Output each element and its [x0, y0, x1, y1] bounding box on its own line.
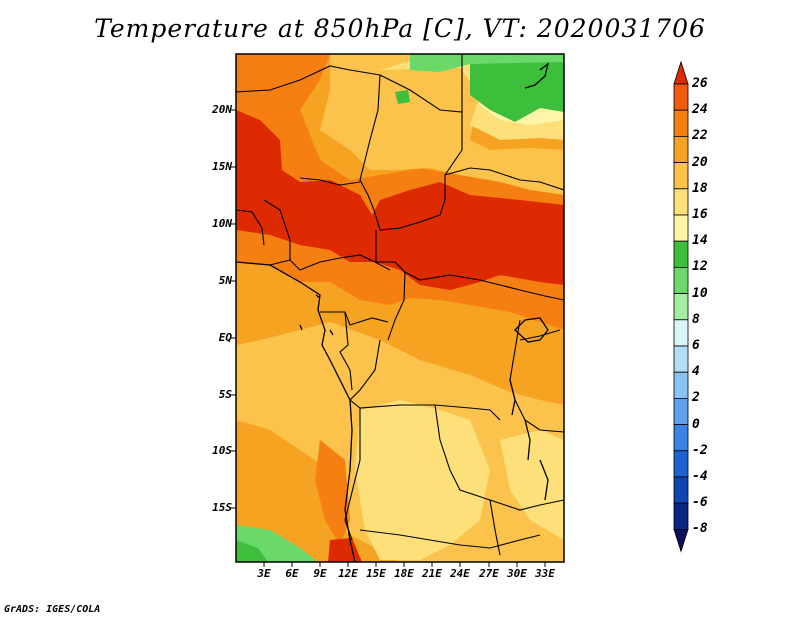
- colorbar-label: -4: [692, 469, 708, 484]
- field-band-22-24-southwest: [315, 440, 350, 545]
- lat-label-5s: 5S: [218, 388, 232, 401]
- lat-label-20n: 20N: [212, 103, 232, 116]
- field-band-16-18-southeast: [500, 430, 564, 540]
- lat-label-eq: EQ: [218, 331, 232, 344]
- coastlines: [236, 62, 550, 562]
- colorbar-label: 12: [692, 259, 708, 275]
- field-band-20-22-southwest: [236, 420, 350, 562]
- colorbar-swatch: [673, 371, 689, 399]
- colorbar-swatch: [673, 476, 689, 504]
- lon-label-21e: 21E: [422, 567, 442, 580]
- lat-label-15n: 15N: [212, 160, 232, 173]
- field-band-24-26-north: [236, 118, 268, 190]
- colorbar-swatch: [673, 109, 689, 137]
- field-band-10-12-north: [410, 54, 564, 72]
- colorbar-label: 22: [692, 128, 708, 144]
- colorbar-swatch: [673, 293, 689, 321]
- field-band-24-26: [236, 110, 564, 290]
- colorbar-swatch: [673, 502, 689, 530]
- field-spot-north: [395, 90, 410, 104]
- colorbar-label: 16: [692, 207, 708, 222]
- colorbar-label: 4: [692, 364, 700, 380]
- colorbar-swatch: [673, 162, 689, 190]
- colorbar-swatch: [673, 450, 689, 478]
- colorbar-swatch: [673, 135, 689, 163]
- map-frame: [235, 53, 565, 563]
- colorbar-swatch: [673, 214, 689, 242]
- field-band-16-18-south: [355, 400, 490, 560]
- colorbar-swatch: [673, 83, 689, 111]
- colorbar-label: 18: [692, 180, 708, 196]
- colorbar-swatch: [673, 319, 689, 347]
- colorbar-label: 14: [692, 233, 708, 249]
- colorbar-label: 2: [692, 390, 700, 406]
- lon-label-24e: 24E: [450, 567, 470, 580]
- colorbar-label: -2: [692, 442, 708, 458]
- colorbar-label: 8: [692, 311, 700, 327]
- lat-label-10s: 10S: [212, 444, 232, 457]
- colorbar-top-arrow: [673, 60, 689, 85]
- field-band-18-20-north: [320, 54, 564, 195]
- chart-title: Temperature at 850hPa [C], VT: 202003170…: [94, 14, 706, 43]
- colorbar-label: 20: [692, 154, 708, 170]
- colorbar-swatch: [673, 345, 689, 373]
- field-band-12-14: [470, 60, 564, 122]
- lon-label-3e: 3E: [257, 567, 271, 580]
- colorbar-swatch: [673, 424, 689, 452]
- grads-credit: GrADS: IGES/COLA: [4, 604, 101, 615]
- colorbar-label: -8: [692, 521, 708, 537]
- lat-label-10n: 10N: [212, 217, 232, 230]
- lat-label-15s: 15S: [212, 501, 232, 514]
- colorbar-swatch: [673, 240, 689, 268]
- lon-label-30e: 30E: [507, 567, 527, 580]
- lon-label-27e: 27E: [479, 567, 499, 580]
- lon-label-9e: 9E: [313, 567, 327, 580]
- axis-ticks: [231, 109, 546, 567]
- colorbar-label: 0: [692, 416, 700, 432]
- colorbar-swatch: [673, 266, 689, 294]
- lon-label-12e: 12E: [338, 567, 358, 580]
- lat-label-5n: 5N: [218, 274, 232, 287]
- lon-label-18e: 18E: [394, 567, 414, 580]
- colorbar-label: -6: [692, 495, 708, 511]
- lon-label-6e: 6E: [285, 567, 299, 580]
- colorbar-label: 6: [692, 338, 700, 353]
- field-band-20-22-ocean: [236, 262, 320, 345]
- colorbar-swatch: [673, 397, 689, 425]
- lon-label-33e: 33E: [535, 567, 555, 580]
- field-band-12-14-southwest: [236, 540, 268, 562]
- lon-label-15e: 15E: [366, 567, 386, 580]
- colorbar: [673, 60, 689, 553]
- colorbar-label: 24: [692, 102, 708, 118]
- colorbar-bottom-arrow: [673, 529, 689, 553]
- colorbar-swatch: [673, 188, 689, 216]
- colorbar-label: 26: [692, 76, 708, 91]
- colorbar-label: 10: [692, 285, 708, 301]
